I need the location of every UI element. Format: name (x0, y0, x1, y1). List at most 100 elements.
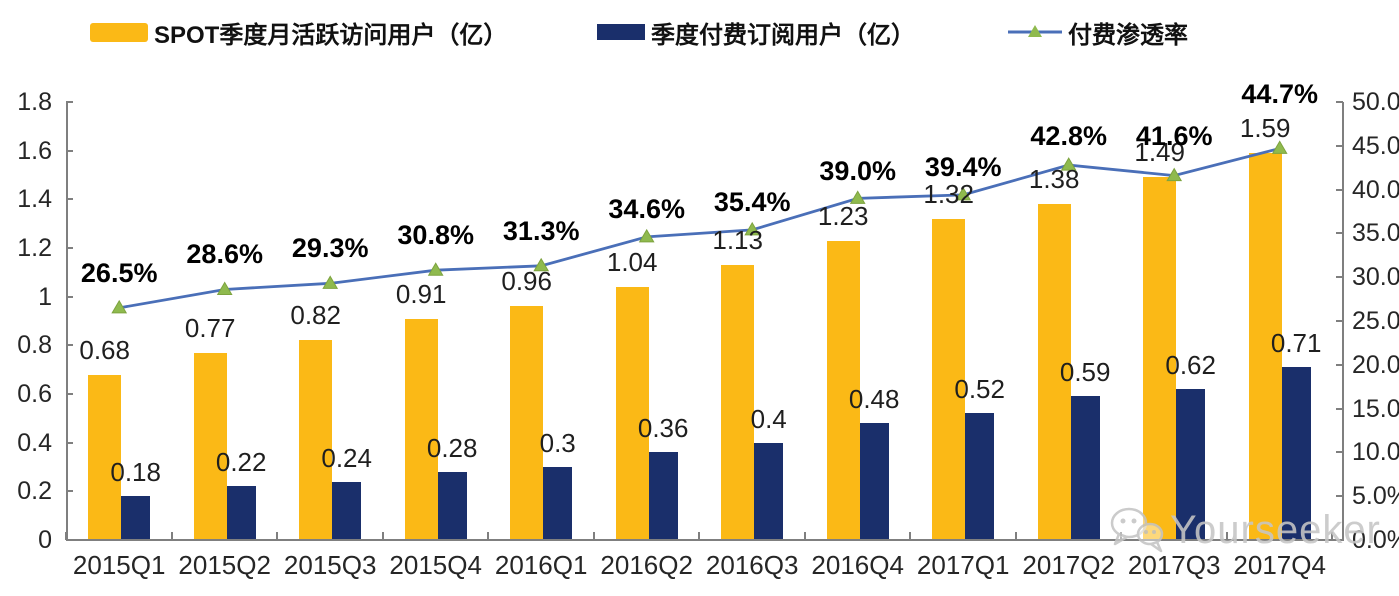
penetration-value-label: 34.6% (608, 193, 685, 224)
sub-value-label: 0.28 (426, 432, 478, 463)
x-axis-tick (592, 532, 595, 540)
x-axis-tick (381, 532, 384, 540)
x-axis-tick (487, 532, 490, 540)
left-axis-tick (66, 247, 73, 249)
x-axis (66, 539, 1344, 541)
watermark: Yourseeker (1106, 506, 1381, 554)
mau-bar-2016Q2 (615, 286, 649, 540)
penetration-marker (111, 299, 128, 314)
mau-value-label: 0.96 (501, 266, 552, 297)
sub-bar-2016Q4 (859, 423, 889, 540)
mau-swatch (90, 22, 148, 42)
x-axis-category-label: 2017Q4 (1233, 550, 1326, 580)
left-axis-tick-label: 0 (38, 526, 52, 554)
mau-value-label: 1.23 (817, 200, 869, 231)
mau-bar-2015Q2 (193, 352, 227, 540)
penetration-marker (1271, 140, 1288, 154)
left-axis-tick (66, 490, 73, 493)
mau-bar-2015Q3 (299, 340, 333, 540)
sub-bar-2015Q3 (332, 481, 362, 540)
mau-value-label: 0.82 (290, 300, 341, 331)
sub-bar-2016Q1 (543, 467, 573, 540)
penetration-value-label: 35.4% (713, 186, 791, 217)
right-axis-tick (1336, 101, 1343, 103)
sub-value-label: 0.3 (539, 428, 576, 458)
right-axis-tick (1336, 407, 1343, 410)
left-axis-tick-label: 0.8 (17, 331, 52, 360)
x-axis-category-label: 2016Q1 (494, 550, 588, 580)
y-axis-left (66, 102, 68, 540)
right-axis-tick-label: 35.0% (1352, 219, 1399, 248)
sub-bar-2017Q1 (965, 413, 995, 540)
mau-value-label: 0.77 (184, 312, 236, 343)
x-axis-tick (65, 532, 68, 540)
x-axis-tick (276, 532, 279, 540)
penetration-value-label: 42.8% (1030, 121, 1107, 152)
wechat-icon (1110, 507, 1164, 553)
x-axis-category-label: 2017Q2 (1022, 550, 1115, 580)
x-axis-category-label: 2017Q3 (1127, 550, 1221, 580)
x-axis-tick (1331, 532, 1334, 540)
legend-label: SPOT季度月活跃访问用户（亿） (154, 21, 508, 49)
sub-bar-2017Q3 (1176, 389, 1206, 540)
penetration-value-label: 30.8% (397, 220, 474, 251)
left-axis-tick-label: 1.8 (17, 88, 52, 116)
legend-label: 付费渗透率 (1068, 21, 1188, 49)
x-axis-tick (1014, 532, 1017, 540)
penetration-value-label: 39.4% (924, 151, 1002, 182)
x-axis-tick (803, 532, 806, 540)
y-axis-right (1342, 102, 1344, 540)
left-axis-tick (66, 441, 73, 444)
x-axis-category-label: 2016Q3 (705, 550, 799, 580)
left-axis-tick-label: 0.6 (17, 380, 52, 408)
right-axis-tick (1336, 188, 1343, 191)
legend-label: 季度付费订阅用户（亿） (651, 21, 915, 49)
left-axis-tick (66, 344, 73, 347)
sub-value-label: 0.62 (1165, 350, 1216, 381)
mau-bar-2016Q3 (721, 265, 755, 540)
penetration-marker (427, 262, 444, 276)
sub-bar-2016Q3 (754, 442, 784, 540)
penetration-marker (322, 275, 339, 289)
right-axis-tick-label: 40.0% (1352, 175, 1399, 204)
penetration-value-label: 44.7% (1241, 79, 1318, 110)
penetration-value-label: 28.6% (186, 239, 263, 270)
penetration-value-label: 26.5% (80, 257, 158, 288)
mau-bar-2015Q4 (404, 318, 438, 540)
left-axis-tick (66, 149, 73, 152)
sub-value-label: 0.36 (637, 413, 689, 444)
watermark-text: Yourseeker (1170, 507, 1381, 552)
right-axis-tick (1336, 495, 1343, 498)
x-axis-tick (170, 532, 173, 540)
sub-value-label: 0.22 (215, 447, 267, 478)
left-axis-tick-label: 1.2 (17, 234, 52, 262)
x-axis-category-label: 2017Q1 (916, 550, 1010, 580)
x-axis-category-label: 2016Q4 (811, 550, 904, 580)
right-axis-tick (1336, 232, 1343, 235)
sub-value-label: 0.4 (750, 403, 787, 434)
right-axis-tick-label: 5.0% (1352, 482, 1399, 511)
sub-bar-2016Q2 (648, 452, 678, 540)
right-axis-tick-label: 25.0% (1352, 307, 1399, 335)
x-axis-category-label: 2015Q1 (72, 550, 166, 580)
left-axis-tick-label: 0.2 (17, 477, 52, 506)
penetration-marker (216, 281, 233, 295)
legend-item-subscribers: 季度付费订阅用户（亿） (597, 12, 915, 52)
mau-value-label: 1.13 (712, 225, 763, 256)
sub-bar-2017Q2 (1070, 396, 1100, 540)
sub-bar-2015Q1 (121, 496, 151, 540)
sub-value-label: 0.24 (321, 442, 372, 473)
penetration-value-label: 41.6% (1135, 120, 1213, 151)
right-axis-tick-label: 0.0% (1352, 526, 1399, 554)
right-axis-tick-label: 15.0% (1352, 394, 1399, 423)
legend-item-mau: SPOT季度月活跃访问用户（亿） (90, 12, 507, 52)
penetration-value-label: 39.0% (819, 156, 896, 187)
left-axis-tick (66, 539, 73, 541)
sub-value-label: 0.71 (1270, 328, 1322, 359)
x-axis-category-label: 2015Q4 (389, 550, 482, 580)
left-axis-tick (66, 295, 73, 298)
left-axis-tick-label: 1 (38, 282, 52, 311)
sub-bar-2017Q4 (1281, 367, 1311, 540)
legend-item-penetration: 付费渗透率 (1008, 12, 1188, 52)
